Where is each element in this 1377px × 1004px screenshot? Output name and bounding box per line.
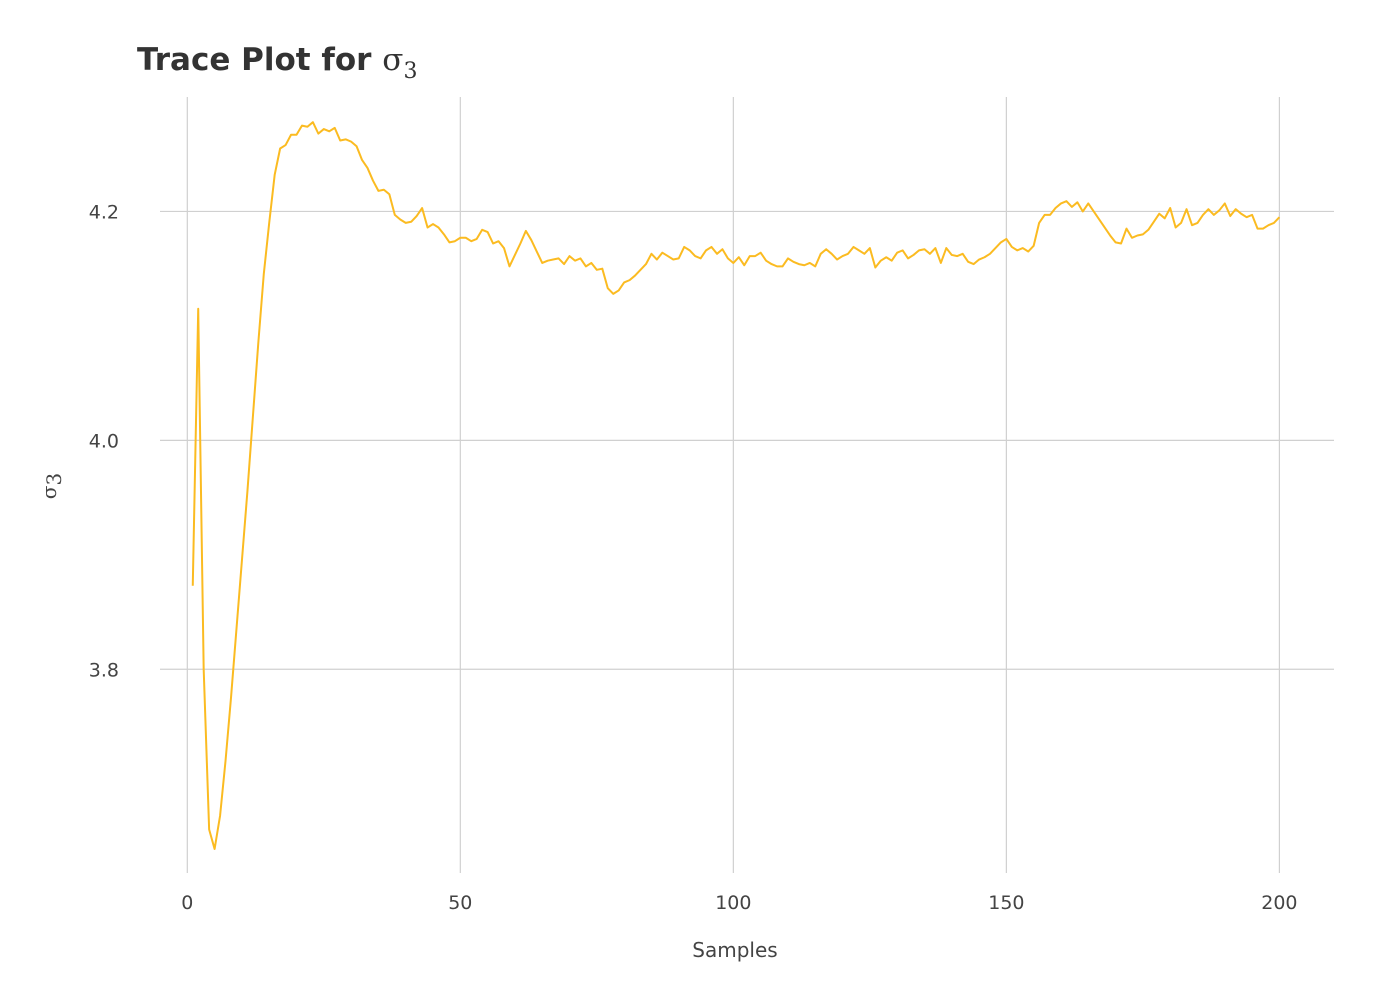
tick-label-layer: 0 50 100 150 200 3.8 4.0 4.2	[89, 201, 1298, 914]
y-axis-label: σ3	[37, 473, 66, 499]
x-tick-label: 100	[715, 892, 751, 914]
chart-title-text: Trace Plot for	[137, 42, 382, 78]
y-axis-label-symbol: σ	[37, 485, 61, 499]
y-tick-label: 4.2	[89, 201, 119, 223]
chart-title: Trace Plot for σ3	[137, 42, 417, 84]
series-layer	[191, 121, 1281, 850]
chart-title-subscript: 3	[403, 59, 417, 84]
x-tick-label: 0	[181, 892, 193, 914]
trace-series-line	[191, 121, 1281, 850]
x-tick-label: 50	[448, 892, 472, 914]
y-tick-label: 3.8	[89, 659, 119, 681]
chart-title-symbol: σ	[382, 42, 403, 78]
x-tick-label: 200	[1261, 892, 1297, 914]
x-axis-label: Samples	[692, 938, 777, 962]
x-tick-label: 150	[988, 892, 1024, 914]
y-tick-label: 4.0	[89, 430, 119, 452]
y-axis-label-subscript: 3	[42, 473, 66, 486]
grid-layer	[160, 97, 1334, 873]
